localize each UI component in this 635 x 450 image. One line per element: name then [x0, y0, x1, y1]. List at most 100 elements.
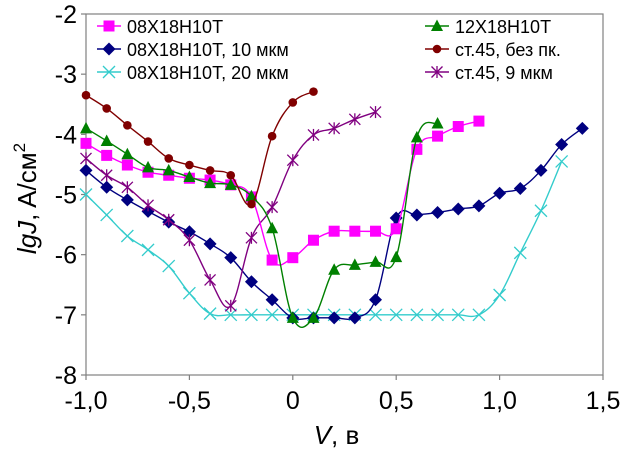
data-point: [369, 308, 382, 322]
data-point: [348, 113, 361, 126]
data-point: [327, 311, 341, 325]
data-point: [204, 273, 217, 286]
data-point: [224, 299, 237, 312]
legend-item: 08X18H10T: [97, 17, 223, 37]
y-axis-title-sup: 2: [10, 143, 29, 152]
data-point: [472, 308, 486, 322]
data-point: [309, 87, 318, 96]
y-tick-label: -4: [55, 121, 77, 149]
data-point: [348, 258, 361, 270]
series-1: [80, 115, 485, 266]
data-point: [183, 234, 196, 247]
y-tick-label: -3: [55, 61, 77, 89]
series-line: [85, 90, 314, 206]
x-tick-label: 0,5: [379, 387, 414, 415]
data-point: [534, 204, 548, 218]
data-point: [80, 121, 92, 134]
series-line: [85, 111, 376, 309]
data-point: [555, 154, 569, 168]
legend-label: 08X18H10T: [127, 17, 223, 37]
series-line: [85, 127, 583, 320]
data-point: [80, 137, 92, 149]
data-point: [410, 130, 423, 143]
legend-marker-icon: [102, 65, 116, 79]
data-point: [123, 121, 132, 130]
legend-item: ст.45, 9 мкм: [425, 63, 553, 83]
x-axis-title-unit: , в: [331, 420, 359, 450]
data-point: [121, 181, 134, 194]
data-point: [389, 308, 403, 322]
data-point: [120, 229, 134, 243]
data-point: [390, 250, 403, 263]
data-point: [307, 128, 320, 141]
data-point: [224, 178, 237, 190]
legend-label: 12X18H10T: [455, 17, 551, 37]
data-point: [244, 308, 258, 322]
data-point: [575, 121, 589, 135]
data-point: [369, 106, 382, 119]
data-point: [452, 121, 464, 133]
data-point: [431, 206, 445, 220]
legend-marker-icon: [102, 42, 116, 56]
data-point: [432, 130, 444, 142]
legend-marker-icon: [103, 20, 115, 32]
data-point: [307, 311, 320, 323]
legend-item: 08X18H10T, 10 мкм: [97, 40, 289, 60]
data-point: [328, 263, 341, 275]
series-5: [81, 87, 318, 209]
legend-label: 08X18H10T, 10 мкм: [127, 40, 289, 60]
legend-marker-icon: [432, 44, 442, 54]
data-point: [79, 163, 93, 177]
data-point: [472, 199, 486, 213]
data-point: [286, 311, 299, 323]
data-point: [266, 254, 278, 266]
data-point: [307, 234, 319, 246]
series-layer: [79, 87, 589, 328]
series-4: [80, 117, 444, 328]
series-2: [79, 121, 589, 325]
data-point: [411, 143, 423, 155]
x-axis: -1,0 -0,5 0 0,5 1,0 1,5: [64, 375, 620, 415]
data-point: [185, 160, 194, 170]
data-point: [121, 159, 133, 171]
data-point: [328, 122, 341, 135]
data-point: [80, 152, 92, 165]
data-point: [203, 307, 217, 321]
data-point: [224, 308, 238, 322]
data-point: [203, 237, 217, 251]
data-point: [328, 225, 340, 237]
x-axis-title-var: V: [314, 420, 334, 450]
data-point: [287, 252, 299, 264]
data-point: [266, 221, 279, 234]
legend-label: ст.45, 9 мкм: [455, 63, 553, 83]
data-point: [120, 193, 134, 207]
data-point: [513, 246, 527, 260]
legend-label: 08X18H10T, 20 мкм: [127, 63, 289, 83]
x-tick-label: 1,5: [586, 387, 621, 415]
y-axis: -2 -3 -4 -5 -6 -7 -8: [55, 1, 86, 390]
data-point: [205, 166, 215, 175]
data-point: [451, 202, 465, 216]
data-point: [493, 288, 507, 302]
legend-item: ст.45, без пк.: [425, 40, 561, 60]
data-point: [141, 243, 155, 257]
series-line: [85, 121, 438, 328]
data-point: [204, 176, 217, 189]
data-point: [164, 154, 174, 163]
data-point: [288, 98, 298, 107]
data-point: [370, 225, 382, 237]
data-point: [286, 154, 299, 167]
y-tick-label: -5: [55, 182, 77, 210]
legend-item: 12X18H10T: [425, 17, 551, 37]
legend: 08X18H10T 08X18H10T, 10 мкм 08X18H10T, 20 …: [97, 17, 561, 83]
data-point: [101, 149, 113, 161]
series-6: [80, 106, 382, 312]
data-point: [183, 170, 196, 183]
y-axis-title-unit: , A/см: [12, 152, 42, 220]
x-tick-label: -0,5: [168, 387, 211, 415]
legend-label: ст.45, без пк.: [455, 40, 561, 60]
data-point: [265, 293, 279, 307]
legend-item: 08X18H10T, 20 мкм: [97, 63, 289, 83]
legend-marker-icon: [431, 66, 443, 78]
data-point: [162, 213, 175, 226]
